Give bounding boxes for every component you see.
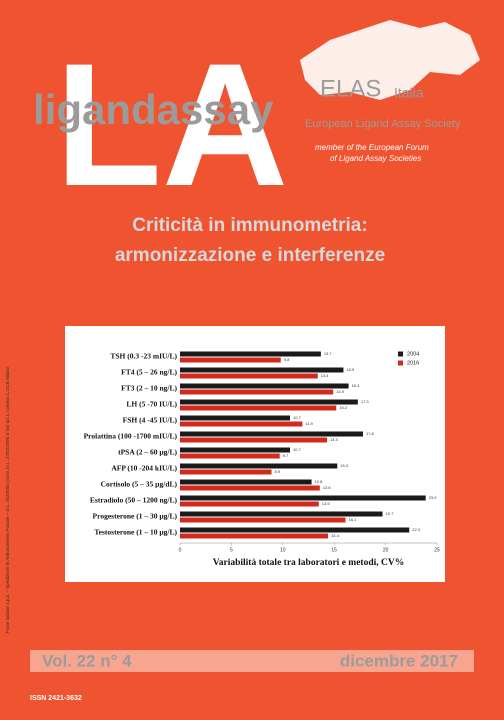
bar bbox=[180, 367, 344, 373]
value-label: 17.8 bbox=[366, 431, 375, 436]
value-label: 16.1 bbox=[349, 517, 358, 522]
legend-label: 2004 bbox=[407, 351, 419, 357]
x-tick-label: 20 bbox=[383, 547, 389, 553]
bar bbox=[180, 533, 329, 539]
bar bbox=[180, 415, 290, 421]
bar bbox=[180, 421, 303, 427]
bar bbox=[180, 485, 320, 491]
society-country: Italia bbox=[394, 85, 424, 101]
x-tick-label: 5 bbox=[230, 547, 233, 553]
date: dicembre 2017 bbox=[340, 651, 458, 670]
category-label: TSH (0.3 -23 mIU/L) bbox=[110, 352, 177, 361]
value-label: 14.3 bbox=[330, 437, 339, 442]
society-short: ELAS bbox=[320, 75, 381, 102]
volume: Vol. 22 n° 4 bbox=[42, 651, 132, 670]
postal-note: Poste Italiane s.p.a. – Spedizione in Ab… bbox=[5, 366, 10, 633]
legend-swatch bbox=[398, 351, 403, 357]
category-label: Progesterone (1 – 30 µg/L) bbox=[93, 512, 178, 521]
value-label: 10.7 bbox=[293, 447, 302, 452]
category-label: LH (5 -70 IU/L) bbox=[126, 400, 177, 409]
member-line: member of the European Forum bbox=[315, 143, 429, 152]
x-axis-label: Variabilità totale tra laboratori e meto… bbox=[213, 558, 404, 568]
bar bbox=[180, 453, 280, 459]
bar bbox=[180, 479, 312, 485]
x-tick-label: 15 bbox=[331, 547, 337, 553]
bar bbox=[180, 463, 338, 469]
footer-band bbox=[30, 650, 474, 672]
value-label: 9.7 bbox=[283, 453, 289, 458]
value-label: 13.6 bbox=[323, 485, 332, 490]
bar bbox=[180, 373, 318, 379]
category-label: tPSA (2 – 60 µg/L) bbox=[118, 448, 177, 457]
value-label: 15.3 bbox=[340, 463, 349, 468]
value-label: 19.7 bbox=[386, 511, 395, 516]
bar bbox=[180, 501, 319, 507]
legend-swatch bbox=[398, 360, 403, 366]
member-line: of Ligand Assay Societies bbox=[330, 154, 421, 163]
category-label: Cortisolo (5 – 35 µg/dL) bbox=[101, 480, 178, 489]
bar bbox=[180, 447, 290, 453]
category-label: FSH (4 -45 IU/L) bbox=[123, 416, 178, 425]
value-label: 11.9 bbox=[305, 421, 313, 426]
category-label: Testosterone (1 – 10 µg/L) bbox=[94, 528, 177, 537]
bar bbox=[180, 389, 334, 395]
value-label: 15.2 bbox=[339, 405, 348, 410]
bar bbox=[180, 517, 346, 523]
value-label: 22.3 bbox=[412, 527, 421, 532]
bar bbox=[180, 431, 363, 437]
value-label: 13.5 bbox=[322, 501, 331, 506]
value-label: 8.9 bbox=[274, 469, 280, 474]
bar bbox=[180, 469, 272, 475]
bar bbox=[180, 351, 321, 357]
society-full: European Ligand Assay Society bbox=[305, 118, 461, 130]
category-label: AFP (10 -204 kIU/L) bbox=[111, 464, 177, 473]
value-label: 15.9 bbox=[346, 367, 355, 372]
bar bbox=[180, 527, 410, 533]
value-label: 16.4 bbox=[352, 383, 361, 388]
x-tick-label: 25 bbox=[434, 547, 440, 553]
bar bbox=[180, 437, 328, 443]
value-label: 13.4 bbox=[321, 373, 330, 378]
value-label: 10.7 bbox=[293, 415, 302, 420]
value-label: 13.7 bbox=[324, 351, 333, 356]
category-label: FT4 (5 – 26 ng/L) bbox=[121, 368, 177, 377]
x-tick-label: 0 bbox=[179, 547, 182, 553]
bar bbox=[180, 357, 281, 363]
legend-label: 2016 bbox=[407, 360, 419, 366]
value-label: 17.3 bbox=[361, 399, 370, 404]
x-tick-label: 10 bbox=[280, 547, 286, 553]
category-label: FT3 (2 – 10 ng/L) bbox=[121, 384, 177, 393]
bar bbox=[180, 495, 426, 501]
value-label: 12.8 bbox=[315, 479, 324, 484]
value-label: 9.8 bbox=[284, 357, 290, 362]
issn: ISSN 2421-3632 bbox=[30, 695, 82, 702]
bar bbox=[180, 383, 349, 389]
logo: LA bbox=[55, 28, 288, 223]
bar bbox=[180, 405, 337, 411]
bar bbox=[180, 399, 358, 405]
brand: ligandassay bbox=[33, 86, 274, 133]
category-label: Estradiolo (50 – 1200 ng/L) bbox=[90, 496, 178, 505]
headline: Criticità in immunometria: bbox=[132, 215, 367, 236]
bar bbox=[180, 511, 383, 517]
europe-map bbox=[300, 20, 480, 100]
value-label: 14.9 bbox=[336, 389, 345, 394]
category-label: Prolattina (100 -1700 mIU/L) bbox=[84, 432, 178, 441]
headline: armonizzazione e interferenze bbox=[115, 245, 385, 266]
value-label: 14.4 bbox=[331, 533, 340, 538]
value-label: 23.9 bbox=[429, 495, 438, 500]
